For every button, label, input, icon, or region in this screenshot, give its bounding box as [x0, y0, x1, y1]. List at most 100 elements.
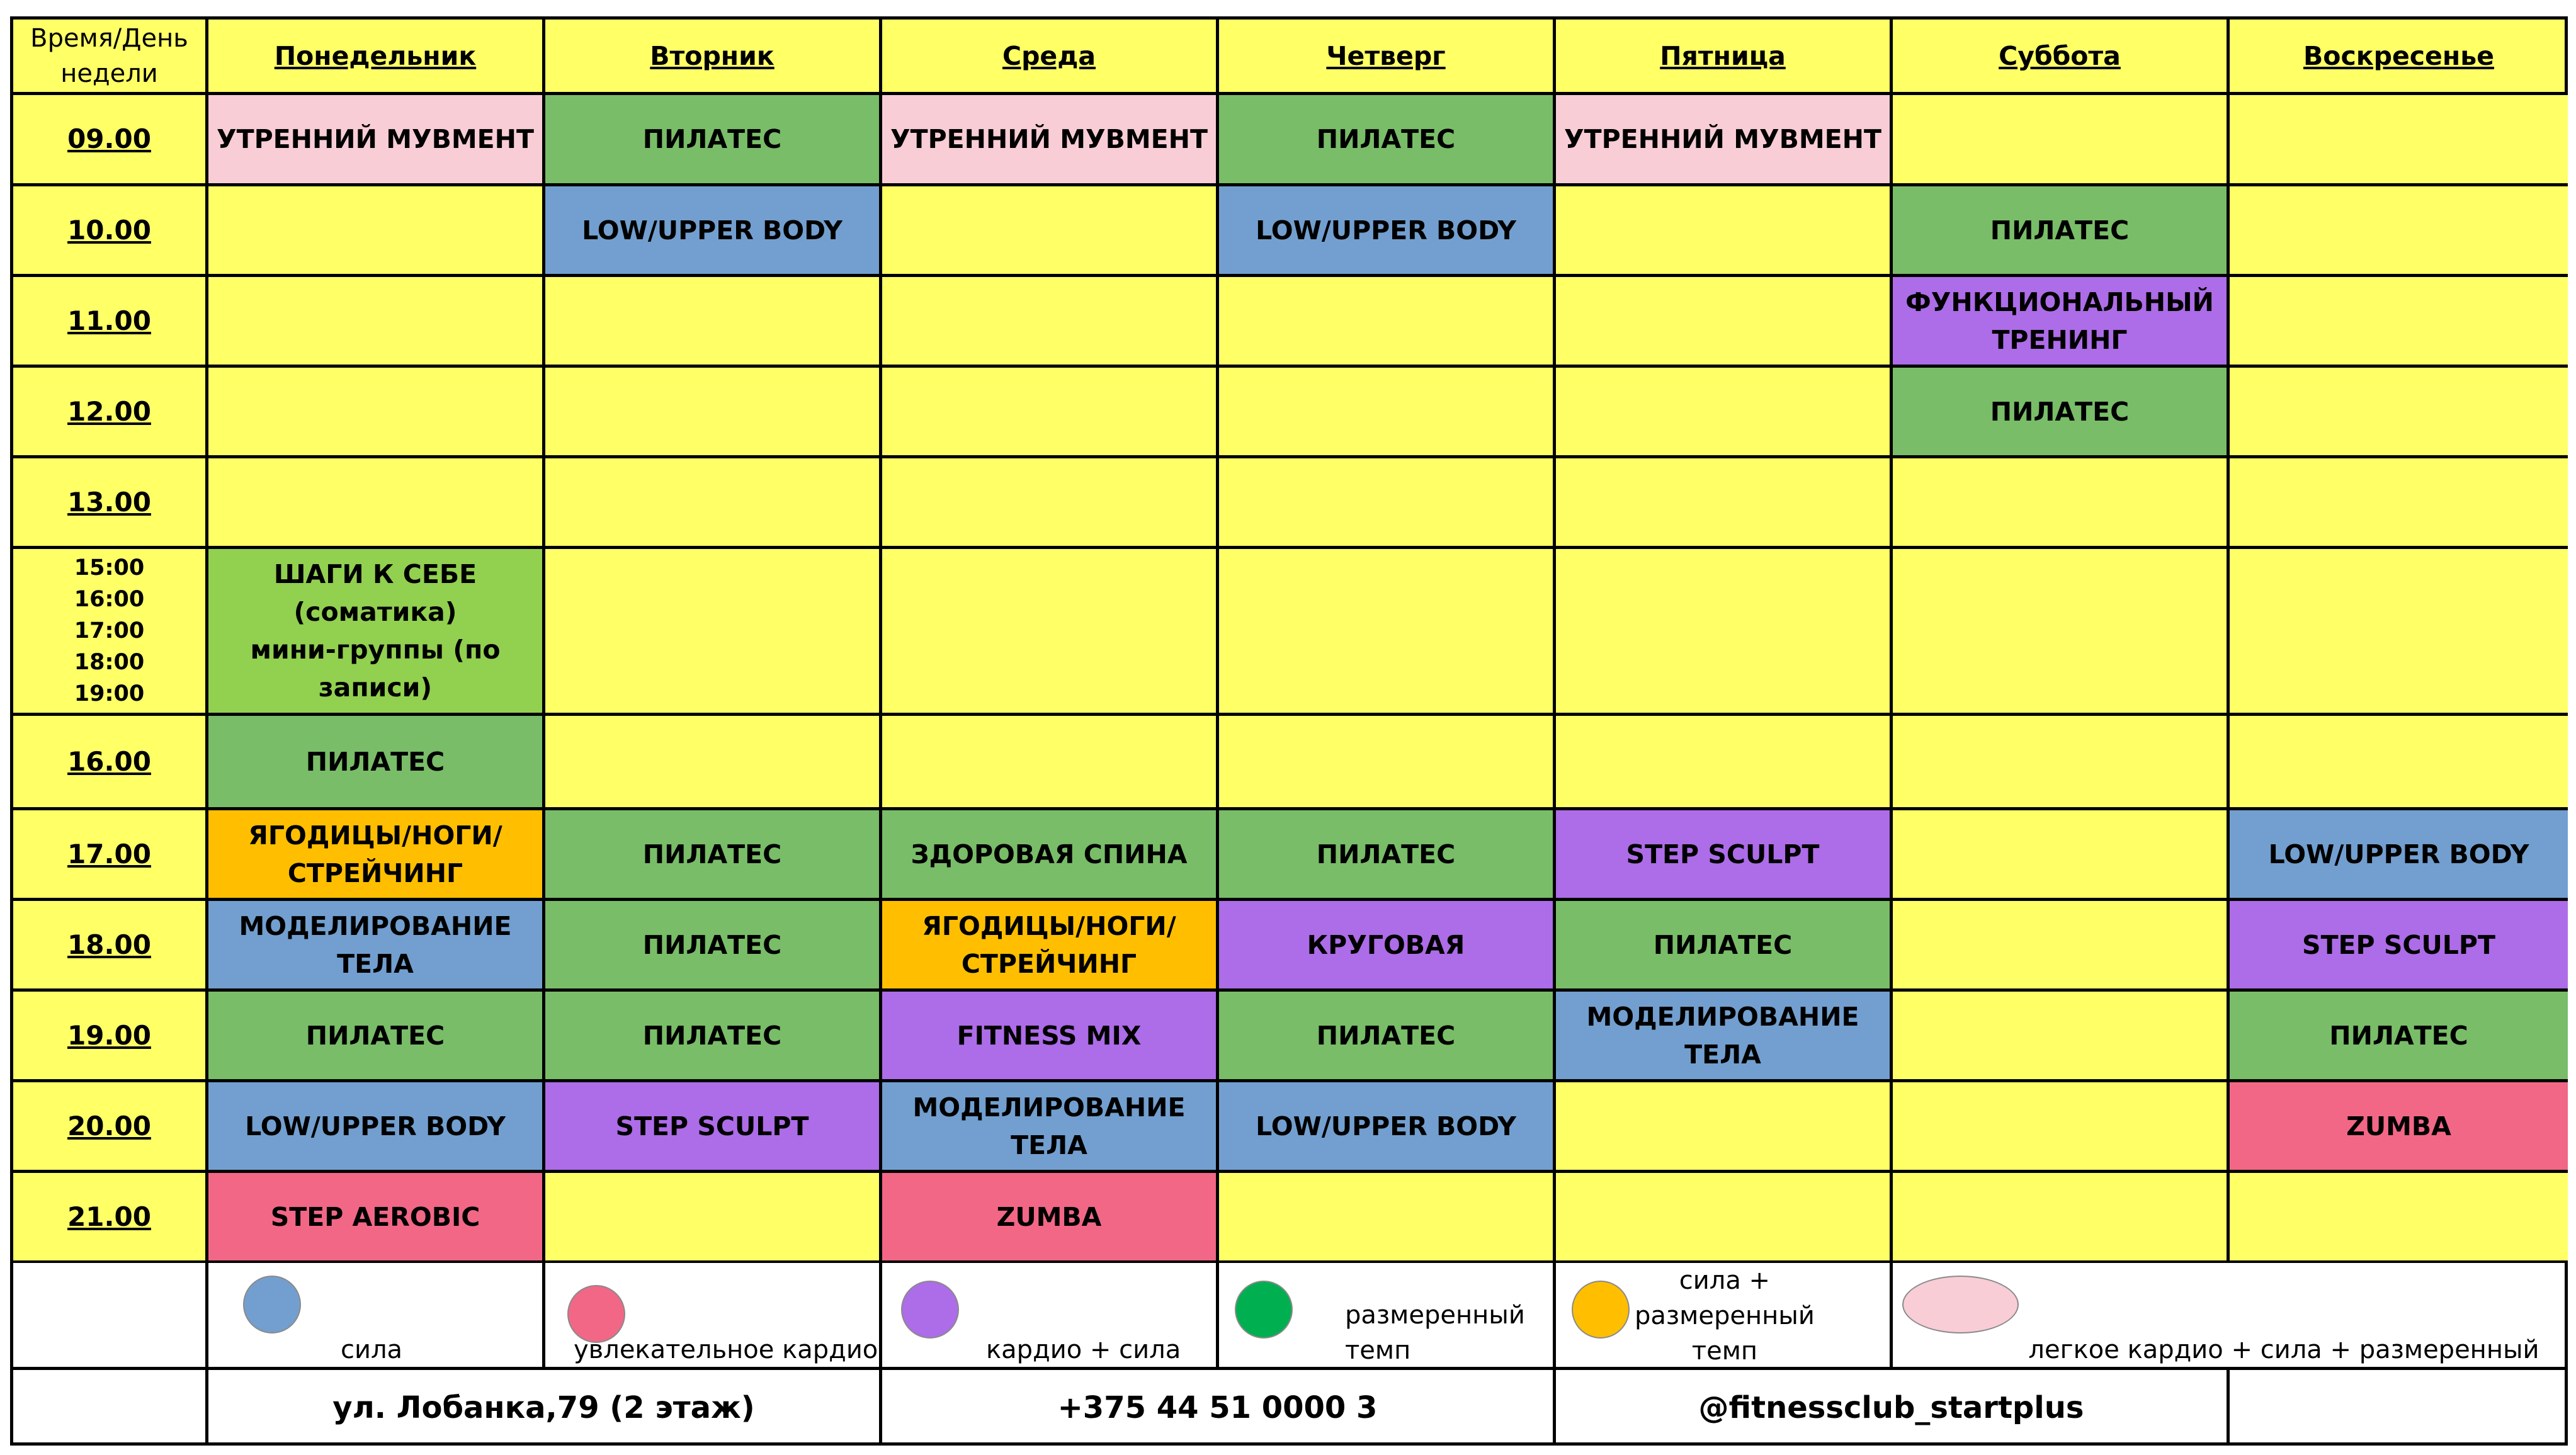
class-name: FITNESS MIX — [956, 1020, 1142, 1051]
time-label: 13.00 — [67, 486, 151, 518]
empty-slot-cell — [1216, 274, 1553, 365]
class-cell: ПИЛАТЕС — [205, 988, 542, 1079]
legend-swatch-purple — [901, 1281, 959, 1339]
footer-address: ул. Лобанка,79 (2 этаж) — [332, 1390, 755, 1425]
day-header-cell: Пятница — [1553, 16, 1890, 92]
day-header-cell: Вторник — [542, 16, 879, 92]
footer-social-cell: @fitnessclub_startplus — [1553, 1367, 2227, 1446]
empty-slot-cell — [205, 365, 542, 455]
legend-label: увлекательное кардио — [574, 1335, 878, 1364]
class-name: ПИЛАТЕС — [305, 1020, 445, 1051]
empty-slot-cell — [2227, 546, 2568, 713]
class-cell: ПИЛАТЕС — [1216, 92, 1553, 183]
class-name: ПИЛАТЕС — [642, 839, 782, 869]
time-cell: 10.00 — [10, 183, 205, 274]
empty-slot-cell — [542, 455, 879, 546]
time-label: 09.00 — [67, 123, 151, 154]
time-label: 20.00 — [67, 1110, 151, 1141]
legend-cell: кардио + сила — [879, 1260, 1216, 1367]
class-name: ПИЛАТЕС — [642, 124, 782, 154]
empty-slot-cell — [1890, 546, 2227, 713]
time-label: 11.00 — [67, 305, 151, 336]
time-cell: 18.00 — [10, 898, 205, 988]
empty-slot-cell — [879, 713, 1216, 807]
time-label: 21.00 — [67, 1201, 151, 1232]
empty-slot-cell — [1216, 455, 1553, 546]
class-cell: STEP SCULPT — [2227, 898, 2568, 988]
class-name: STEP SCULPT — [1626, 839, 1820, 869]
footer-social: @fitnessclub_startplus — [1698, 1390, 2084, 1425]
legend-cell: увлекательное кардио — [542, 1260, 879, 1367]
class-name: УТРЕННИЙ МУВМЕНТ — [890, 124, 1208, 154]
empty-slot-cell — [2227, 365, 2568, 455]
empty-slot-cell — [879, 455, 1216, 546]
class-cell: LOW/UPPER BODY — [1216, 1079, 1553, 1170]
empty-slot-cell — [1890, 988, 2227, 1079]
day-header-cell: Понедельник — [205, 16, 542, 92]
empty-slot-cell — [542, 365, 879, 455]
class-cell: ПИЛАТЕС — [2227, 988, 2568, 1079]
day-header-tuesday: Вторник — [650, 40, 775, 71]
legend-label: сила + размеренный темп — [1635, 1266, 1815, 1366]
day-header-cell: Воскресенье — [2227, 16, 2568, 92]
time-cell: 12.00 — [10, 365, 205, 455]
class-cell: ПИЛАТЕС — [205, 713, 542, 807]
class-name: STEP AEROBIC — [270, 1201, 480, 1232]
class-cell: ФУНКЦИОНАЛЬНЫЙ ТРЕНИНГ — [1890, 274, 2227, 365]
class-cell: КРУГОВАЯ — [1216, 898, 1553, 988]
class-cell: ПИЛАТЕС — [542, 898, 879, 988]
time-label: 18.00 — [67, 929, 151, 960]
class-name: УТРЕННИЙ МУВМЕНТ — [217, 124, 534, 154]
empty-slot-cell — [1216, 713, 1553, 807]
legend-swatch-orange — [1572, 1281, 1630, 1339]
legend-empty-cell — [10, 1260, 205, 1367]
day-header-thursday: Четверг — [1326, 40, 1446, 71]
empty-slot-cell — [2227, 92, 2568, 183]
footer-phone: +375 44 51 0000 3 — [1057, 1390, 1378, 1425]
class-name: МОДЕЛИРОВАНИЕ ТЕЛА — [239, 910, 512, 979]
corner-label: Время/День недели — [30, 23, 188, 88]
legend-swatch-green — [1235, 1281, 1293, 1339]
legend-cell: сила — [205, 1260, 542, 1367]
class-name: ПИЛАТЕС — [305, 746, 445, 777]
time-cell: 20.00 — [10, 1079, 205, 1170]
time-label: 19.00 — [67, 1019, 151, 1051]
time-cell: 16.00 — [10, 713, 205, 807]
class-cell: ZUMBA — [2227, 1079, 2568, 1170]
empty-slot-cell — [1553, 546, 1890, 713]
class-name: ПИЛАТЕС — [642, 1020, 782, 1051]
empty-slot-cell — [1216, 365, 1553, 455]
empty-slot-cell — [2227, 713, 2568, 807]
class-name: LOW/UPPER BODY — [1256, 215, 1516, 246]
class-name: LOW/UPPER BODY — [582, 215, 843, 246]
time-cell: 21.00 — [10, 1170, 205, 1260]
class-cell: ПИЛАТЕС — [1216, 807, 1553, 898]
class-cell: МОДЕЛИРОВАНИЕ ТЕЛА — [1553, 988, 1890, 1079]
empty-slot-cell — [1890, 713, 2227, 807]
class-cell: LOW/UPPER BODY — [205, 1079, 542, 1170]
class-name: ZUMBA — [996, 1201, 1102, 1232]
time-label: 12.00 — [67, 395, 151, 427]
class-name: УТРЕННИЙ МУВМЕНТ — [1564, 124, 1881, 154]
day-header-sunday: Воскресенье — [2303, 40, 2494, 71]
corner-header-cell: Время/День недели — [10, 16, 205, 92]
class-name: МОДЕЛИРОВАНИЕ ТЕЛА — [1586, 1001, 1859, 1070]
class-cell: ЯГОДИЦЫ/НОГИ/ СТРЕЙЧИНГ — [879, 898, 1216, 988]
class-name: ПИЛАТЕС — [1653, 929, 1793, 960]
empty-slot-cell — [2227, 1170, 2568, 1260]
day-header-wednesday: Среда — [1002, 40, 1096, 71]
class-cell: ПИЛАТЕС — [1553, 898, 1890, 988]
class-name: КРУГОВАЯ — [1307, 929, 1465, 960]
time-cell: 19.00 — [10, 988, 205, 1079]
class-name: STEP SCULPT — [615, 1111, 809, 1141]
empty-slot-cell — [879, 365, 1216, 455]
day-header-cell: Среда — [879, 16, 1216, 92]
legend-swatch-blue — [243, 1276, 301, 1333]
legend-swatch-red — [567, 1285, 625, 1343]
footer-empty-cell — [10, 1367, 205, 1446]
class-name: МОДЕЛИРОВАНИЕ ТЕЛА — [912, 1092, 1186, 1160]
class-cell: ZUMBA — [879, 1170, 1216, 1260]
time-cell: 11.00 — [10, 274, 205, 365]
class-cell: МОДЕЛИРОВАНИЕ ТЕЛА — [879, 1079, 1216, 1170]
footer-phone-cell: +375 44 51 0000 3 — [879, 1367, 1553, 1446]
